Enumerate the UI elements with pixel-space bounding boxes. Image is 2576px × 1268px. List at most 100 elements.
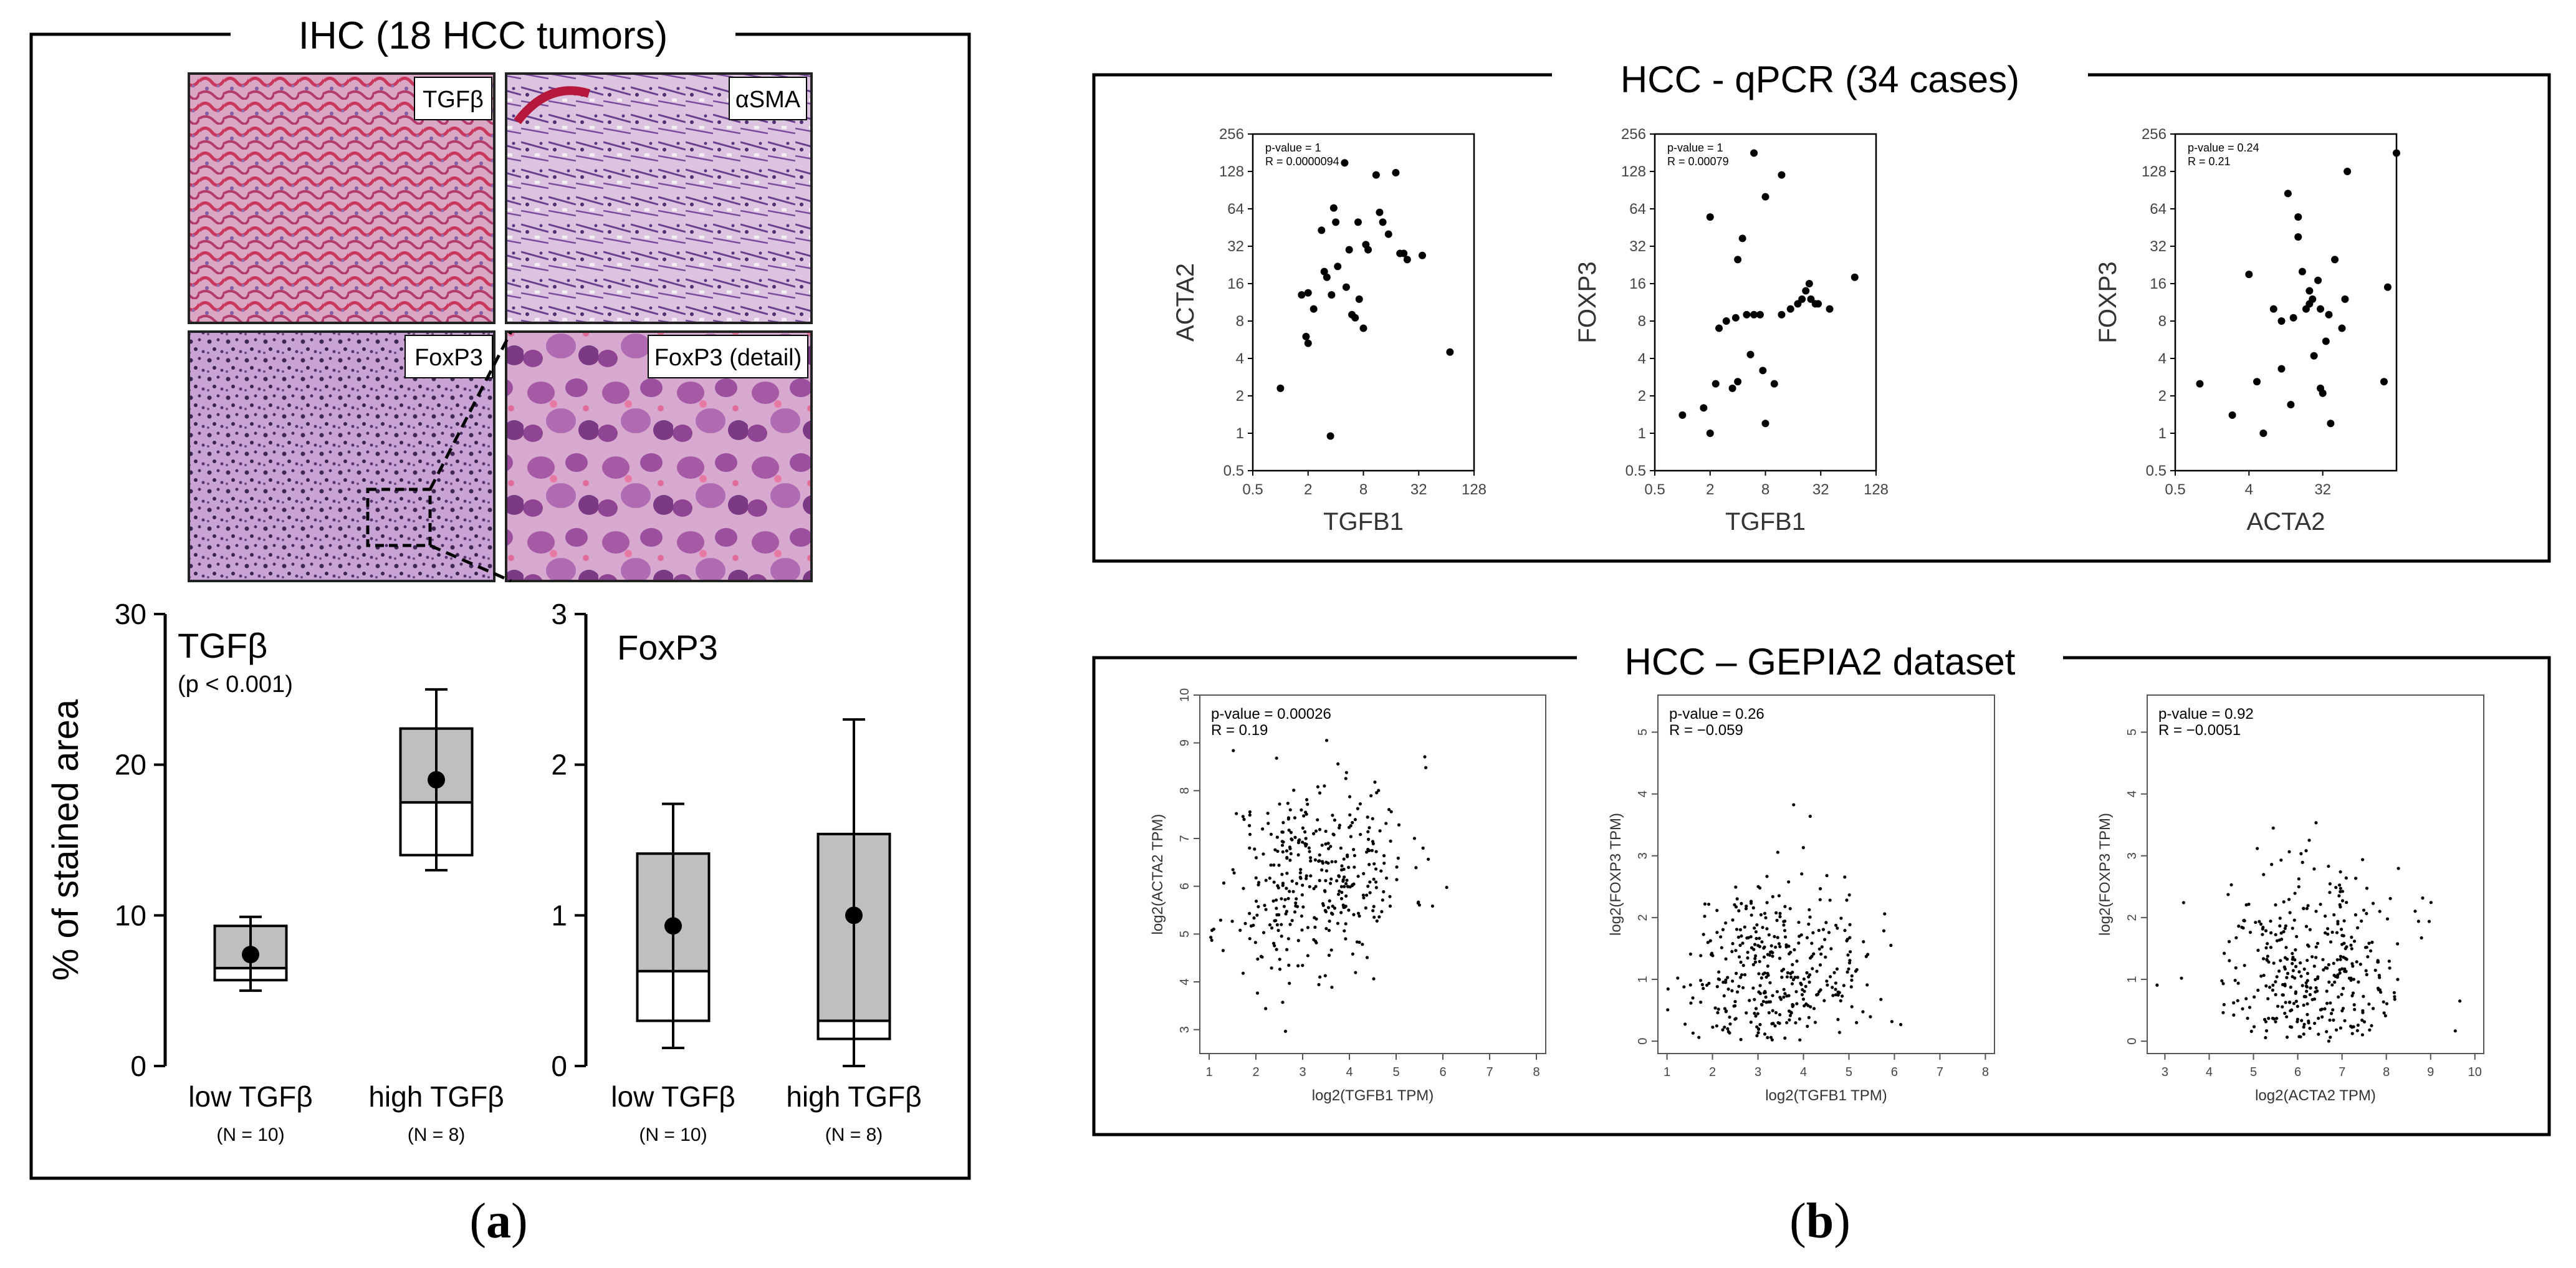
data-point xyxy=(1261,827,1265,831)
data-point xyxy=(1883,912,1887,916)
data-point xyxy=(1335,879,1339,883)
data-point xyxy=(2294,233,2302,241)
data-point xyxy=(2349,943,2353,947)
data-point xyxy=(2305,906,2309,910)
data-point xyxy=(1807,922,1811,926)
data-point xyxy=(1798,295,1806,303)
data-point xyxy=(2314,276,2322,284)
data-point xyxy=(1726,1030,1730,1034)
data-point xyxy=(1774,1011,1778,1015)
data-point xyxy=(1262,931,1266,934)
data-point xyxy=(1745,905,1748,908)
data-point xyxy=(2264,1035,2267,1040)
data-point xyxy=(1850,974,1854,978)
data-point xyxy=(2388,966,2392,970)
data-point xyxy=(1855,1021,1859,1024)
data-point xyxy=(1749,935,1753,939)
category-label: low TGFβ xyxy=(188,1080,312,1113)
data-point xyxy=(1300,808,1303,812)
data-point xyxy=(1778,915,1782,918)
data-point xyxy=(2259,974,2263,978)
data-point xyxy=(2376,986,2380,990)
data-point xyxy=(2180,976,2183,980)
data-point xyxy=(2315,976,2320,981)
data-point xyxy=(1843,928,1847,933)
data-point xyxy=(1424,766,1428,769)
data-point xyxy=(2227,939,2231,943)
data-point xyxy=(1799,981,1803,985)
stat-annotation: p-value = 0.24 xyxy=(2188,142,2259,154)
data-point xyxy=(1721,928,1725,931)
data-point xyxy=(1783,935,1788,939)
data-point xyxy=(2232,1013,2236,1017)
x-axis-label: log2(TGFB1 TPM) xyxy=(1312,1087,1434,1104)
y-tick-label: 16 xyxy=(1629,276,1646,292)
x-tick-label: 7 xyxy=(2339,1065,2345,1079)
data-point xyxy=(2248,930,2253,934)
data-point xyxy=(1262,852,1265,856)
data-point xyxy=(1282,905,1286,908)
data-point xyxy=(1356,807,1359,810)
data-point xyxy=(1771,954,1774,958)
data-point xyxy=(1352,913,1356,916)
stat-annotation: p-value = 1 xyxy=(1667,142,1723,154)
y-tick-label: 32 xyxy=(2150,238,2167,255)
data-point xyxy=(1824,955,1827,959)
data-point xyxy=(2275,975,2279,979)
data-point xyxy=(2330,983,2334,987)
y-tick-label: 64 xyxy=(2150,201,2167,218)
data-point xyxy=(2362,994,2365,998)
data-point xyxy=(2228,959,2231,963)
data-point xyxy=(2291,975,2294,979)
data-point xyxy=(1758,959,1761,963)
data-point xyxy=(1340,890,1344,895)
boxplot-foxp3-chart: 0 1 2 3 FoxP3 low TGFβ (N = 10) high TGFβ (N = 8… xyxy=(551,598,921,1145)
data-point xyxy=(1344,777,1348,780)
y-tick-label: 0 xyxy=(130,1050,146,1082)
data-point xyxy=(2241,1007,2244,1011)
data-point xyxy=(1759,367,1767,375)
data-point xyxy=(1362,896,1366,900)
data-point xyxy=(2290,1025,2294,1029)
data-point xyxy=(2341,986,2345,991)
data-point xyxy=(2289,1009,2292,1013)
data-point xyxy=(2340,890,2345,893)
data-point xyxy=(1807,1016,1811,1019)
qpcr-foxp3-vs-tgfb1-chart: 0.5 2 8 32 128 0.5 1 2 4 8 16 32 64 128 256 TGFB1 FOXP3 p… xyxy=(1574,126,1889,536)
data-point xyxy=(2344,969,2348,973)
data-point xyxy=(1778,171,1786,179)
data-point xyxy=(2233,979,2237,982)
data-point xyxy=(2393,997,2396,1001)
data-point xyxy=(1715,324,1723,332)
data-point xyxy=(2314,910,2318,913)
data-point xyxy=(1328,899,1331,903)
data-point xyxy=(1758,992,1762,996)
data-point xyxy=(2305,958,2309,963)
data-point xyxy=(1331,814,1334,817)
x-tick-label: 8 xyxy=(1761,481,1769,498)
micrograph-label-foxp3: FoxP3 xyxy=(414,345,483,371)
data-point xyxy=(2310,955,2314,959)
data-point xyxy=(1312,886,1316,891)
data-point xyxy=(1273,848,1277,852)
data-point xyxy=(1741,941,1745,945)
data-point xyxy=(1286,816,1291,820)
data-point xyxy=(1336,892,1341,896)
data-point xyxy=(2221,982,2225,986)
data-point xyxy=(2310,997,2314,1002)
data-point xyxy=(1778,944,1782,949)
data-point xyxy=(1777,942,1781,946)
data-point xyxy=(2334,1028,2339,1032)
data-point xyxy=(1321,903,1325,907)
data-point xyxy=(2267,986,2272,989)
data-point xyxy=(1377,915,1381,919)
data-point xyxy=(1842,984,1846,987)
data-point xyxy=(1276,884,1280,888)
x-tick-label: 128 xyxy=(1462,481,1487,498)
data-point xyxy=(1699,954,1703,958)
data-point xyxy=(2292,918,2296,922)
data-point xyxy=(2279,959,2282,963)
data-point xyxy=(1288,923,1292,926)
data-point xyxy=(1756,1027,1761,1031)
data-point xyxy=(1762,946,1766,950)
